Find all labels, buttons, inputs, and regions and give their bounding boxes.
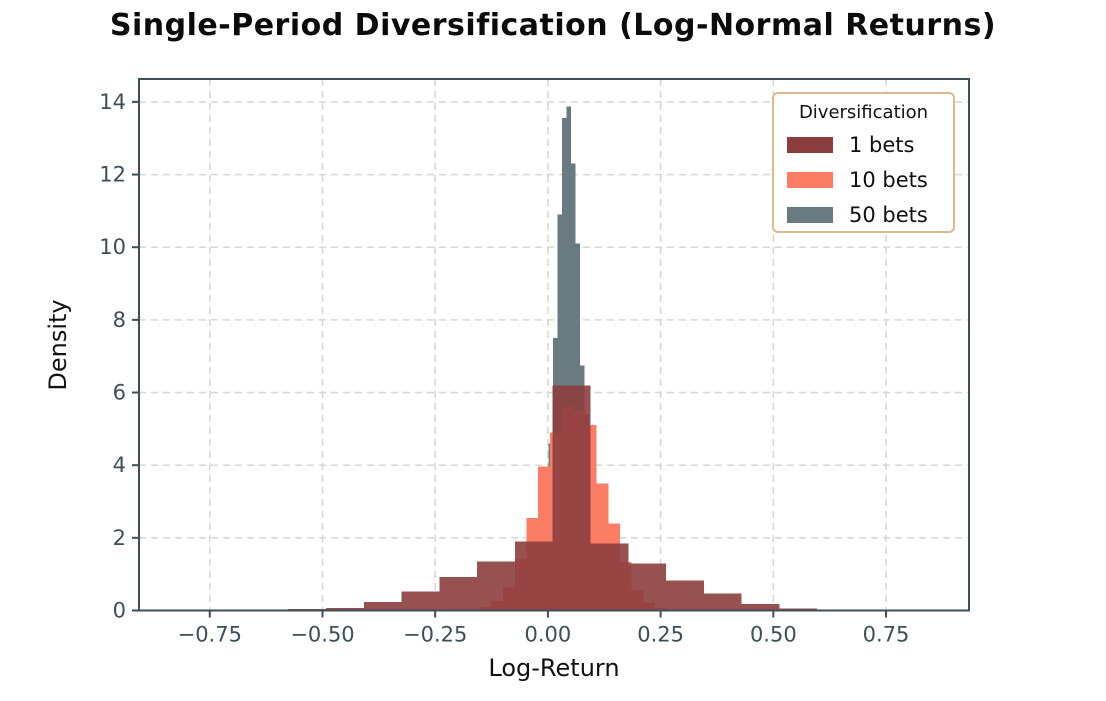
y-tick-label: 10 <box>99 235 126 259</box>
histogram-bar <box>566 106 572 611</box>
histogram-bar <box>326 607 364 611</box>
x-tick-label: 0.00 <box>525 623 572 647</box>
legend-swatch-icon <box>787 137 833 153</box>
y-tick-label: 14 <box>99 90 126 114</box>
histogram-bars <box>288 106 855 611</box>
y-axis-label: Density <box>44 299 72 390</box>
legend-row: 10 bets <box>787 167 953 193</box>
plot-frame <box>138 78 970 612</box>
legend: Diversification 1 bets 10 bets 50 bets <box>772 92 955 233</box>
legend-swatch-icon <box>787 172 833 188</box>
histogram-bar <box>363 602 402 611</box>
legend-swatch-icon <box>787 207 833 223</box>
legend-label: 50 bets <box>849 203 928 227</box>
legend-items: 1 bets 10 bets 50 bets <box>774 132 953 228</box>
histogram-bar <box>538 466 550 611</box>
y-tick-label: 6 <box>113 381 126 405</box>
histogram-bar <box>741 603 780 611</box>
histogram-bar <box>552 385 591 611</box>
legend-title: Diversification <box>798 102 929 123</box>
y-tick-label: 8 <box>113 308 126 332</box>
x-tick-label: 0.50 <box>750 623 797 647</box>
histogram-bar <box>439 577 478 611</box>
legend-label: 10 bets <box>849 168 928 192</box>
axes <box>132 78 970 618</box>
histogram-bar <box>666 580 704 611</box>
histogram-bar <box>779 608 818 611</box>
x-tick-label: 0.75 <box>863 623 910 647</box>
histogram-bar <box>703 593 742 611</box>
histogram-bar <box>514 541 553 611</box>
x-tick-label: −0.25 <box>403 623 467 647</box>
chart-title: Single-Period Diversification (Log-Norma… <box>109 8 997 43</box>
histogram-bar <box>584 425 597 611</box>
histogram-bar <box>628 563 667 611</box>
x-tick-label: −0.50 <box>290 623 354 647</box>
y-tick-label: 2 <box>113 526 126 550</box>
y-tick-label: 0 <box>113 599 126 623</box>
histogram-bar <box>401 591 440 611</box>
y-tick-label: 12 <box>99 163 126 187</box>
x-tick-label: −0.75 <box>178 623 242 647</box>
x-tick-label: 0.25 <box>637 623 684 647</box>
y-tick-label: 4 <box>113 453 126 477</box>
legend-row: 50 bets <box>787 202 953 228</box>
legend-row: 1 bets <box>787 132 953 158</box>
x-axis-label: Log-Return <box>488 654 619 682</box>
histogram-bar <box>477 561 515 611</box>
legend-label: 1 bets <box>849 133 915 157</box>
tick-labels: −0.75 −0.50 −0.25 0.00 0.25 0.50 0.75 0 2 4 6 8 10 12… <box>99 90 909 647</box>
histogram-bar <box>590 543 629 611</box>
series-1-bets <box>288 385 855 611</box>
histogram-bar <box>562 118 567 611</box>
